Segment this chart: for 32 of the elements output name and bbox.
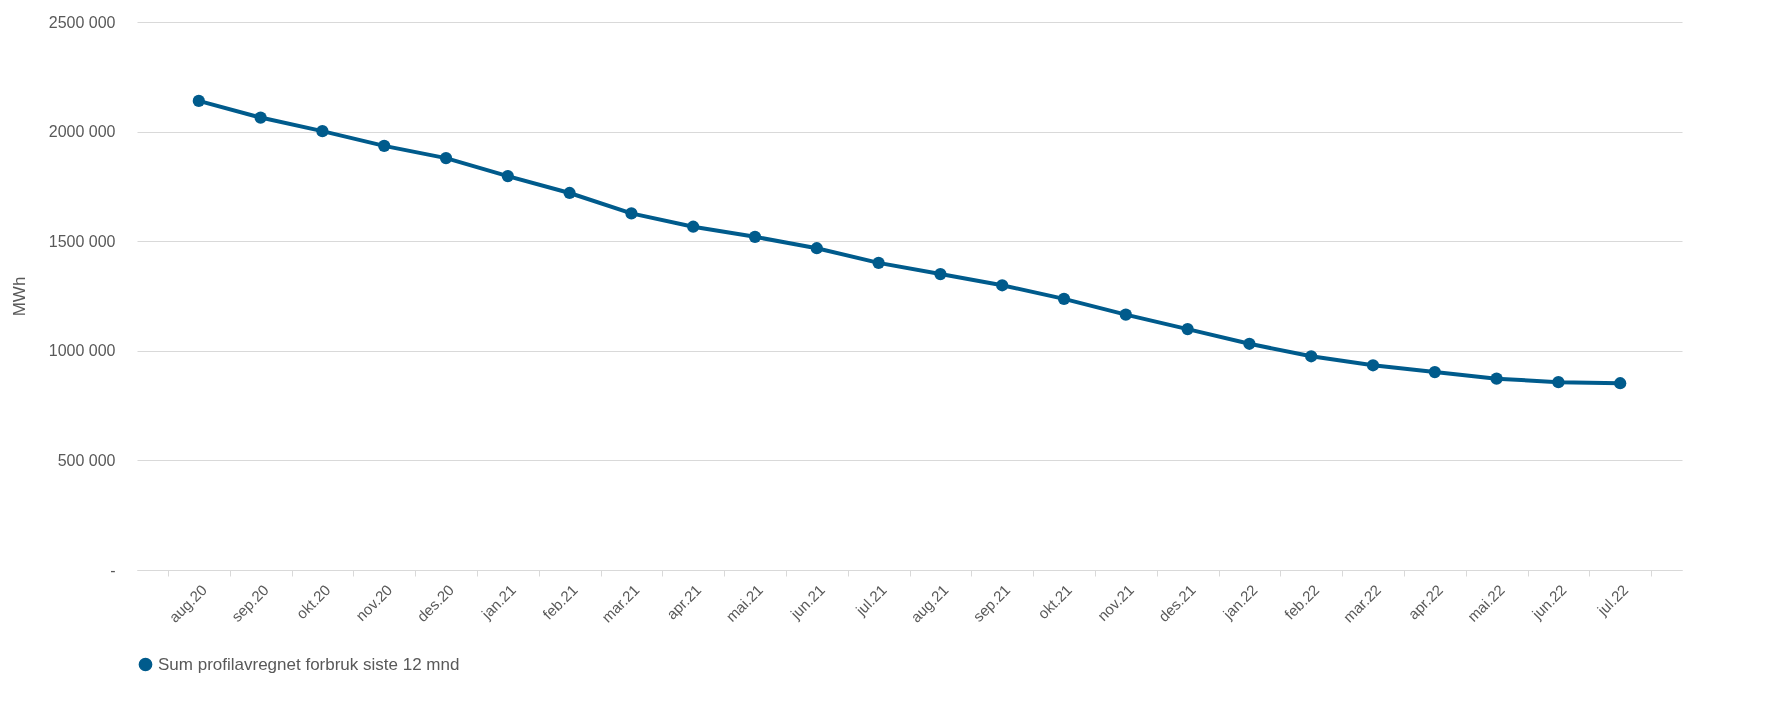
point — [1614, 377, 1627, 390]
point — [501, 169, 514, 183]
point — [872, 256, 885, 270]
point — [254, 111, 267, 124]
point — [1181, 322, 1194, 336]
point — [563, 186, 576, 200]
y-tick-label: 1500 000 — [48, 232, 116, 250]
point — [687, 220, 700, 233]
point — [748, 230, 762, 243]
point — [996, 279, 1009, 292]
point — [1057, 292, 1071, 305]
point — [192, 94, 205, 108]
y-tick-label: - — [110, 561, 116, 579]
point — [625, 207, 638, 220]
legend-label: Sum profilavregnet forbruk siste 12 mnd — [158, 654, 460, 674]
point — [1305, 350, 1318, 363]
y-tick-label: 2000 000 — [48, 123, 116, 141]
y-axis-title: MWh — [9, 276, 29, 317]
point — [934, 267, 947, 281]
point — [1119, 308, 1132, 321]
point — [1490, 372, 1503, 385]
y-tick-label: 2500 000 — [48, 13, 116, 31]
y-tick-label: 500 000 — [57, 451, 116, 469]
point — [378, 139, 391, 152]
point — [1366, 359, 1380, 372]
point — [1243, 337, 1256, 350]
point — [316, 125, 329, 138]
point — [810, 242, 823, 255]
point — [439, 152, 453, 165]
y-tick-label: 1000 000 — [48, 342, 116, 360]
point — [1428, 365, 1441, 379]
point — [1552, 376, 1565, 389]
